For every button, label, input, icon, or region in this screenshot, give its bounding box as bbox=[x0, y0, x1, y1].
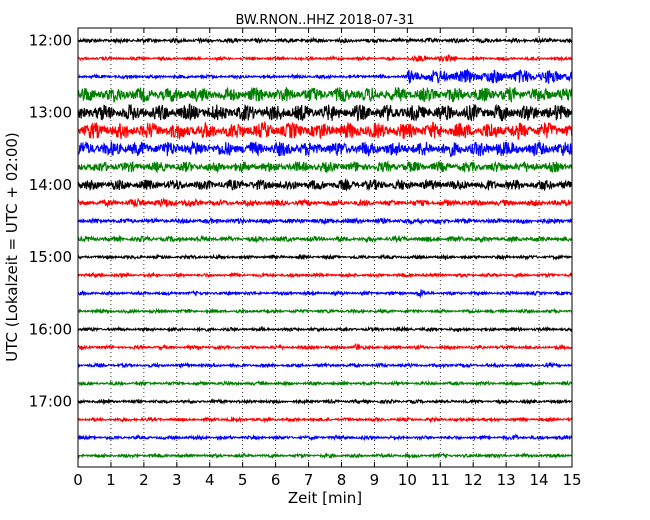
x-tick-label: 14 bbox=[530, 471, 549, 489]
x-tick-label: 7 bbox=[304, 471, 314, 489]
trace-line bbox=[77, 216, 573, 226]
trace-line bbox=[77, 397, 573, 406]
x-tick-label: 1 bbox=[106, 471, 116, 489]
trace-line bbox=[77, 452, 573, 460]
y-tick-label: 14:00 bbox=[29, 176, 72, 194]
y-tick-label: 13:00 bbox=[29, 104, 72, 122]
trace-line bbox=[77, 177, 573, 192]
y-tick-label: 17:00 bbox=[29, 393, 72, 411]
trace-line bbox=[77, 234, 573, 244]
trace-line bbox=[77, 415, 573, 424]
trace-line bbox=[77, 68, 573, 84]
x-tick-label: 3 bbox=[172, 471, 182, 489]
trace-line bbox=[77, 253, 573, 261]
y-tick-label: 16:00 bbox=[29, 320, 72, 338]
trace-line bbox=[77, 140, 573, 158]
x-tick-label: 4 bbox=[205, 471, 215, 489]
x-tick-label: 8 bbox=[337, 471, 347, 489]
plot-frame bbox=[77, 27, 573, 468]
trace-line bbox=[77, 379, 573, 387]
x-tick-label: 12 bbox=[464, 471, 483, 489]
y-tick-label: 12:00 bbox=[29, 32, 72, 50]
y-axis: 12:00 13:00 14:00 15:00 16:00 17:00 bbox=[29, 32, 572, 411]
trace-line bbox=[77, 36, 573, 45]
trace-line bbox=[77, 87, 573, 103]
x-tick-label: 11 bbox=[431, 471, 450, 489]
trace-line bbox=[77, 103, 573, 122]
trace-line bbox=[77, 343, 573, 352]
trace-line bbox=[77, 307, 573, 315]
trace-line bbox=[77, 289, 573, 299]
traces bbox=[77, 36, 573, 460]
x-tick-label: 0 bbox=[73, 471, 83, 489]
trace-line bbox=[77, 120, 573, 141]
y-tick-label: 15:00 bbox=[29, 248, 72, 266]
trace-line bbox=[77, 271, 573, 280]
x-tick-label: 10 bbox=[398, 471, 417, 489]
trace-line bbox=[77, 433, 573, 442]
x-tick-label: 5 bbox=[238, 471, 248, 489]
trace-line bbox=[77, 325, 573, 333]
x-tick-label: 6 bbox=[271, 471, 281, 489]
trace-line bbox=[77, 53, 573, 63]
trace-line bbox=[77, 160, 573, 174]
x-axis: 0 1 2 3 4 5 6 7 8 9 10 11 12 13 14 15 bbox=[73, 28, 582, 489]
trace-line bbox=[77, 197, 573, 209]
x-tick-label: 9 bbox=[370, 471, 380, 489]
x-tick-label: 15 bbox=[562, 471, 581, 489]
x-tick-label: 13 bbox=[497, 471, 516, 489]
x-tick-label: 2 bbox=[139, 471, 149, 489]
trace-line bbox=[77, 361, 573, 370]
y-axis-label: UTC (Lokalzeit = UTC + 02:00) bbox=[3, 132, 21, 362]
x-axis-label: Zeit [min] bbox=[288, 489, 362, 507]
chart-title: BW.RNON..HHZ 2018-07-31 bbox=[235, 13, 414, 28]
